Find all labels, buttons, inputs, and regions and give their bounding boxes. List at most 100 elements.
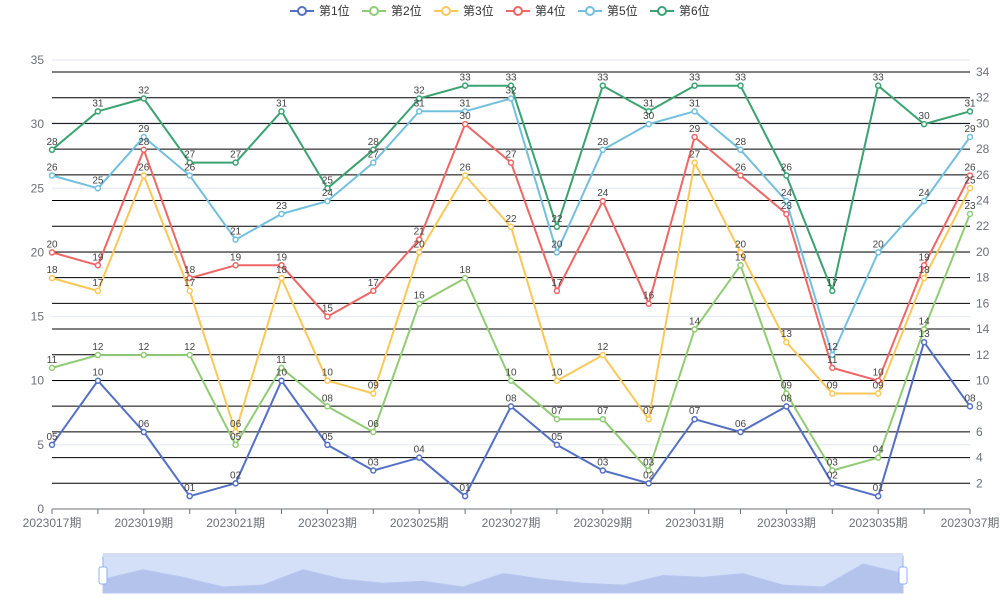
- data-point[interactable]: [232, 480, 239, 487]
- data-point[interactable]: [370, 390, 377, 397]
- data-point[interactable]: [370, 287, 377, 295]
- data-point[interactable]: [599, 82, 607, 89]
- data-point[interactable]: [920, 274, 928, 282]
- data-point[interactable]: [415, 108, 423, 115]
- data-point[interactable]: [507, 403, 515, 410]
- data-point[interactable]: [370, 428, 377, 436]
- data-point[interactable]: [186, 492, 193, 500]
- data-point[interactable]: [737, 249, 744, 256]
- data-point[interactable]: [186, 351, 193, 359]
- data-point[interactable]: [829, 364, 836, 372]
- data-point[interactable]: [966, 403, 974, 410]
- data-zoom-slider[interactable]: [98, 553, 908, 594]
- data-point[interactable]: [140, 428, 148, 436]
- data-point[interactable]: [461, 120, 469, 128]
- data-point[interactable]: [737, 262, 744, 269]
- data-point[interactable]: [461, 82, 469, 89]
- data-point[interactable]: [507, 82, 515, 89]
- data-point[interactable]: [783, 172, 790, 179]
- data-point[interactable]: [645, 108, 652, 115]
- data-point[interactable]: [553, 249, 561, 256]
- data-point[interactable]: [920, 338, 928, 346]
- data-point[interactable]: [324, 185, 331, 192]
- data-point[interactable]: [691, 159, 698, 166]
- data-point[interactable]: [186, 159, 193, 166]
- data-point[interactable]: [48, 172, 56, 179]
- data-point[interactable]: [599, 415, 607, 423]
- data-point[interactable]: [691, 415, 698, 423]
- data-point[interactable]: [645, 415, 652, 423]
- data-point[interactable]: [691, 108, 698, 115]
- data-point[interactable]: [461, 274, 469, 282]
- data-point[interactable]: [599, 197, 607, 205]
- data-point[interactable]: [186, 287, 193, 295]
- data-point[interactable]: [232, 236, 239, 243]
- data-point[interactable]: [599, 146, 607, 154]
- data-point[interactable]: [553, 441, 561, 449]
- data-point[interactable]: [645, 467, 652, 474]
- data-point[interactable]: [94, 185, 102, 192]
- data-point[interactable]: [645, 120, 652, 128]
- data-point[interactable]: [140, 146, 148, 154]
- data-point[interactable]: [507, 223, 515, 231]
- zoom-handle-right[interactable]: [898, 566, 908, 585]
- data-point[interactable]: [370, 146, 377, 154]
- data-point[interactable]: [140, 351, 148, 359]
- data-point[interactable]: [966, 108, 974, 115]
- data-point[interactable]: [415, 236, 423, 243]
- data-point[interactable]: [415, 300, 423, 307]
- legend-item[interactable]: 第3位: [434, 3, 494, 18]
- data-point[interactable]: [874, 377, 882, 384]
- data-point[interactable]: [874, 492, 882, 500]
- data-point[interactable]: [691, 326, 698, 333]
- data-point[interactable]: [94, 351, 102, 359]
- data-point[interactable]: [324, 197, 331, 205]
- data-point[interactable]: [324, 441, 331, 449]
- data-point[interactable]: [232, 428, 239, 436]
- data-point[interactable]: [783, 210, 790, 218]
- data-point[interactable]: [278, 364, 285, 372]
- data-point[interactable]: [186, 274, 193, 282]
- data-point[interactable]: [186, 172, 193, 179]
- data-point[interactable]: [829, 287, 836, 295]
- data-point[interactable]: [507, 95, 515, 102]
- data-point[interactable]: [737, 146, 744, 154]
- data-point[interactable]: [140, 172, 148, 179]
- data-point[interactable]: [783, 197, 790, 205]
- data-point[interactable]: [415, 95, 423, 102]
- data-point[interactable]: [48, 441, 56, 449]
- legend-item[interactable]: 第5位: [578, 3, 638, 18]
- data-point[interactable]: [415, 454, 423, 461]
- data-point[interactable]: [48, 274, 56, 282]
- data-point[interactable]: [461, 172, 469, 179]
- data-point[interactable]: [461, 492, 469, 500]
- data-point[interactable]: [278, 262, 285, 269]
- data-point[interactable]: [48, 364, 56, 372]
- data-point[interactable]: [324, 403, 331, 410]
- data-point[interactable]: [461, 108, 469, 115]
- data-point[interactable]: [966, 172, 974, 179]
- data-point[interactable]: [553, 223, 561, 231]
- data-point[interactable]: [783, 403, 790, 410]
- data-point[interactable]: [874, 454, 882, 461]
- data-point[interactable]: [507, 377, 515, 384]
- data-point[interactable]: [829, 480, 836, 487]
- data-point[interactable]: [691, 82, 698, 89]
- data-point[interactable]: [278, 274, 285, 282]
- data-point[interactable]: [783, 338, 790, 346]
- data-point[interactable]: [94, 262, 102, 269]
- data-point[interactable]: [599, 351, 607, 359]
- data-point[interactable]: [553, 377, 561, 384]
- legend-item[interactable]: 第4位: [506, 3, 566, 18]
- data-point[interactable]: [737, 172, 744, 179]
- data-point[interactable]: [920, 197, 928, 205]
- data-point[interactable]: [874, 82, 882, 89]
- data-point[interactable]: [370, 467, 377, 474]
- data-point[interactable]: [278, 377, 285, 384]
- data-point[interactable]: [829, 351, 836, 359]
- data-point[interactable]: [94, 108, 102, 115]
- legend-item[interactable]: 第1位: [290, 3, 350, 18]
- zoom-move-bar[interactable]: [103, 553, 903, 557]
- data-point[interactable]: [645, 300, 652, 307]
- data-point[interactable]: [507, 159, 515, 166]
